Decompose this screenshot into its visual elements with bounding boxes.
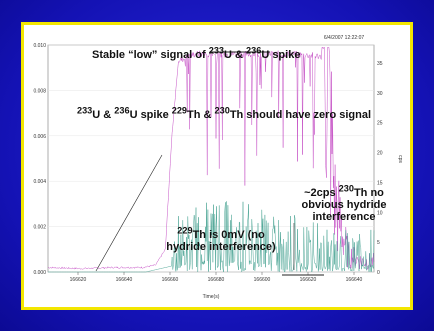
timestamp-label: 6/4/2007 12:22:07 xyxy=(324,35,365,41)
annotation-spike-zero-signal: 233U & 236U spike 229Th & 230Th should h… xyxy=(77,105,372,121)
x-tick-label: 166600 xyxy=(254,277,271,283)
series-line-th xyxy=(48,201,375,273)
y-left-tick-label: 0.006 xyxy=(33,134,46,140)
annotation-stable-low-signal: Stable “low” signal of 233U & 236U spike xyxy=(92,45,301,61)
x-tick-label: 166620 xyxy=(300,277,317,283)
chart-frame: 0.000 0.002 0.004 0.006 0.008 0.010 0 5 10 15 20 25… xyxy=(21,22,413,310)
annotation-2cps-th230: ~2cps 230Th no obvious hydride interfere… xyxy=(301,183,387,224)
y-right-tick-label: 25 xyxy=(377,121,383,127)
y-left-tick-label: 0.004 xyxy=(33,179,46,185)
annotation-th229-zero: 229Th is 0mV (no hydride interference) xyxy=(166,225,276,253)
y-left-tick-label: 0.010 xyxy=(33,43,46,49)
annotation-pointer-spike xyxy=(95,154,163,272)
y-right-tick-label: 15 xyxy=(377,180,383,186)
x-tick-label: 166620 xyxy=(70,277,87,283)
y-left-tick-label: 0.000 xyxy=(33,270,46,276)
x-tick-label: 166640 xyxy=(116,277,133,283)
y-right-tick-label: 10 xyxy=(377,210,383,216)
y-right-tick-label: 30 xyxy=(377,91,383,97)
y-right-tick-label: 5 xyxy=(377,240,380,246)
x-tick-label: 166660 xyxy=(162,277,179,283)
x-tick-label: 166680 xyxy=(208,277,225,283)
series-line-u-spike xyxy=(47,47,375,271)
chart-plot: 0.000 0.002 0.004 0.006 0.008 0.010 0 5 10 15 20 25… xyxy=(33,35,403,300)
y-right-tick-label: 35 xyxy=(377,61,383,67)
y-left-tick-label: 0.008 xyxy=(33,88,46,94)
y-axis-right-label: cps xyxy=(397,155,403,163)
y-left-tick-label: 0.002 xyxy=(33,225,46,231)
x-tick-label: 166640 xyxy=(346,277,363,283)
x-axis-label: Time(s) xyxy=(203,294,220,300)
y-right-tick-label: 20 xyxy=(377,151,383,157)
y-right-tick-label: 0 xyxy=(377,270,380,276)
